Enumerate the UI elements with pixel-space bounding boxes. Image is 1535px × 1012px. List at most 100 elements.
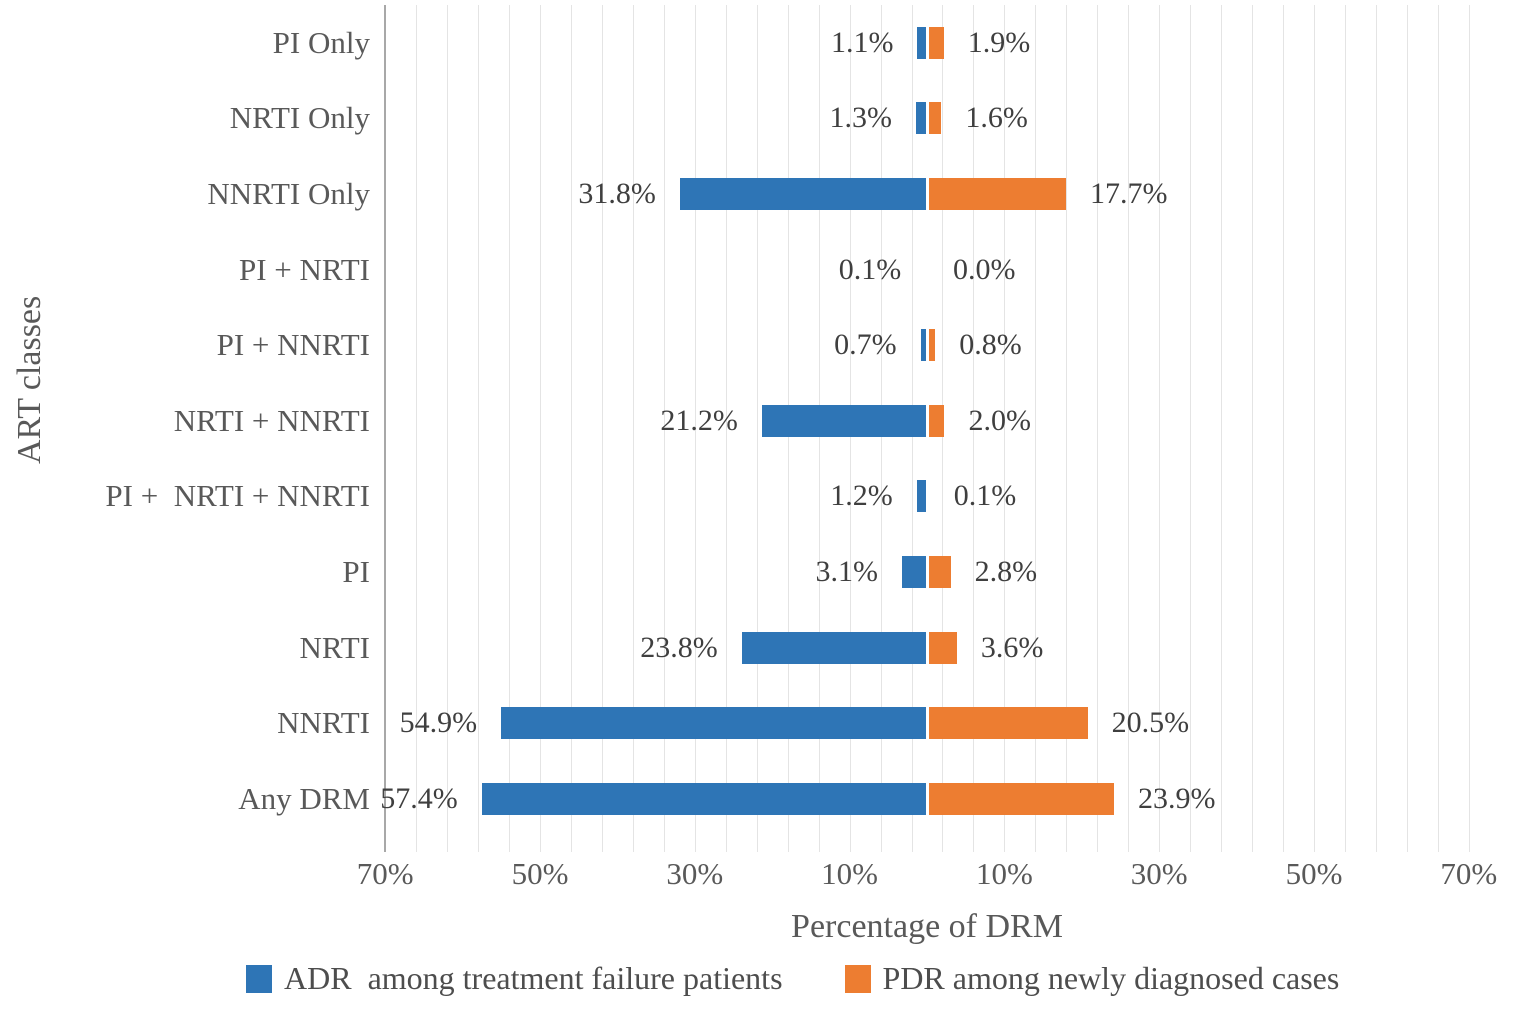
category-label: PI + NRTI	[238, 251, 370, 287]
x-axis-tick-label: 50%	[511, 856, 569, 891]
adr-value-label: 1.2%	[830, 479, 893, 513]
pdr-bar	[929, 102, 942, 135]
pdr-value-label: 3.6%	[980, 630, 1044, 664]
category-label: NRTI + NNRTI	[173, 402, 370, 438]
pdr-bar	[929, 556, 951, 588]
x-axis-tick-label: 70%	[356, 856, 414, 891]
x-axis-tick-label: 70%	[1440, 856, 1498, 891]
adr-value-label: 54.9%	[399, 706, 478, 740]
minor-gridline	[756, 5, 758, 852]
legend-label-pdr: PDR among newly diagnosed cases	[882, 960, 1340, 996]
adr-value-label: 31.8%	[578, 177, 656, 210]
adr-bar	[501, 707, 926, 740]
minor-gridline	[1344, 5, 1346, 852]
pdr-bar	[929, 707, 1088, 740]
pdr-bar	[929, 26, 944, 59]
minor-gridline	[1314, 5, 1315, 852]
pdr-bar	[929, 178, 1066, 210]
adr-legend-swatch-icon	[246, 964, 272, 993]
minor-gridline	[1406, 5, 1408, 852]
minor-gridline	[509, 5, 511, 852]
legend-item-adr: ADR among treatment failure patients	[246, 960, 783, 997]
pdr-legend-swatch-icon	[844, 964, 871, 993]
pdr-bar	[929, 782, 1114, 815]
legend: ADR among treatment failure patients PDR…	[246, 960, 1339, 997]
minor-gridline	[1221, 5, 1223, 852]
pdr-value-label: 17.7%	[1089, 177, 1168, 210]
pdr-value-label: 1.9%	[967, 25, 1031, 59]
pdr-bar	[929, 329, 936, 362]
adr-value-label: 23.8%	[640, 630, 718, 664]
minor-gridline	[1375, 5, 1377, 852]
minor-gridline	[416, 5, 418, 852]
x-axis-tick-label: 30%	[1130, 856, 1188, 891]
minor-gridline	[725, 5, 727, 852]
x-axis-tick-label: 10%	[821, 856, 879, 891]
category-label: PI + NRTI + NNRTI	[105, 478, 370, 514]
legend-item-pdr: PDR among newly diagnosed cases	[844, 960, 1340, 997]
pdr-value-label: 20.5%	[1111, 706, 1190, 740]
minor-gridline	[1097, 5, 1099, 852]
minor-gridline	[1437, 5, 1439, 852]
pdr-value-label: 0.1%	[953, 479, 1017, 513]
adr-bar	[741, 631, 926, 664]
category-label: Any DRM	[238, 780, 370, 816]
minor-gridline	[973, 5, 975, 852]
category-label: PI	[342, 554, 370, 589]
category-label: PI + NNRTI	[216, 327, 370, 363]
minor-gridline	[1128, 5, 1130, 852]
minor-gridline	[1283, 5, 1285, 852]
adr-value-label: 0.7%	[834, 328, 897, 362]
pdr-value-label: 2.8%	[974, 555, 1038, 588]
adr-bar	[902, 556, 926, 588]
minor-gridline	[1252, 5, 1254, 852]
pdr-value-label: 2.0%	[968, 403, 1031, 437]
minor-gridline	[632, 5, 634, 852]
minor-gridline	[601, 5, 603, 852]
pdr-bar	[929, 404, 945, 437]
category-label: NNRTI	[277, 705, 370, 741]
pdr-value-label: 0.0%	[953, 252, 1016, 286]
minor-gridline	[1190, 5, 1192, 852]
category-label: PI Only	[272, 24, 370, 60]
minor-gridline	[447, 5, 449, 852]
adr-bar	[679, 178, 926, 210]
adr-value-label: 21.2%	[660, 403, 738, 437]
adr-bar	[917, 26, 926, 59]
adr-value-label: 57.4%	[380, 781, 458, 815]
x-axis-tick-label: 50%	[1285, 856, 1343, 891]
adr-bar	[915, 102, 926, 135]
minor-gridline	[478, 5, 480, 852]
minor-gridline	[663, 5, 665, 852]
adr-value-label: 0.1%	[838, 252, 902, 286]
minor-gridline	[1004, 5, 1006, 852]
minor-gridline	[1066, 5, 1068, 852]
x-axis-tick-label: 30%	[666, 856, 724, 891]
legend-label-adr: ADR among treatment failure patients	[284, 960, 783, 996]
category-label: NRTI	[299, 629, 370, 665]
adr-bar	[761, 404, 926, 437]
adr-value-label: 1.1%	[830, 25, 894, 59]
pdr-bar	[929, 631, 957, 664]
minor-gridline	[1468, 5, 1470, 852]
adr-value-label: 3.1%	[815, 555, 879, 588]
plot-area: 1.1% 1.9% 1.3% 1.6% 31.8% 17.7% 0.1% 0.0% 0.7% 0.…	[380, 0, 1470, 852]
category-label: NNRTI Only	[207, 176, 370, 211]
minor-gridline	[540, 5, 541, 852]
adr-bar	[916, 480, 926, 513]
x-axis-title: Percentage of DRM	[791, 908, 1063, 945]
minor-gridline	[1159, 5, 1161, 852]
pdr-value-label: 23.9%	[1137, 781, 1216, 815]
category-label: NRTI Only	[229, 100, 370, 136]
adr-value-label: 1.3%	[829, 101, 892, 135]
minor-gridline	[570, 5, 572, 852]
minor-gridline	[694, 5, 696, 852]
pdr-value-label: 0.8%	[959, 328, 1022, 362]
minor-gridline	[1035, 5, 1037, 852]
minor-gridline	[384, 5, 387, 852]
adr-bar	[920, 329, 926, 362]
adr-bar	[481, 782, 926, 815]
x-axis-tick-label: 10%	[975, 856, 1033, 891]
pdr-value-label: 1.6%	[965, 101, 1028, 135]
